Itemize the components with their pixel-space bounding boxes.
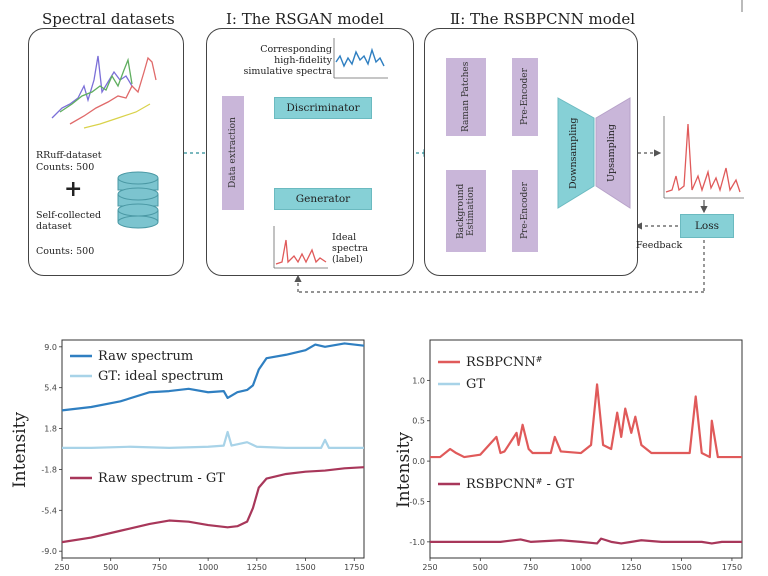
x-tick-label: 1750 (722, 563, 742, 572)
self-collected-label: Self-collected dataset (36, 210, 102, 232)
x-tick-label: 1000 (571, 563, 591, 572)
loss-box: Loss (680, 214, 734, 238)
output-spectrum-icon (663, 116, 744, 199)
x-tick-label: 250 (54, 563, 69, 572)
x-tick-label: 750 (152, 563, 167, 572)
database-icon (117, 171, 159, 229)
plot-frame (429, 339, 743, 559)
x-tick-label: 1500 (671, 563, 691, 572)
x-tick-label: 750 (523, 563, 538, 572)
x-tick-label: 500 (473, 563, 488, 572)
legend-label: GT: ideal spectrum (98, 369, 223, 384)
legend-label: RSBPCNN# - GT (466, 477, 574, 493)
x-tick-label: 1250 (621, 563, 641, 572)
series-line (430, 537, 742, 545)
high-fidelity-label: Corresponding high-fidelity simulative s… (243, 44, 332, 77)
x-tick-label: 250 (422, 563, 437, 572)
y-tick-label: 0.0 (412, 457, 425, 466)
dataset-spectra-icon (51, 55, 157, 129)
rruff-count: Counts: 500 (36, 162, 95, 173)
y-tick-label: -1.0 (409, 538, 425, 547)
spectral-datasets-panel (28, 28, 184, 276)
y-tick-label: -1.8 (41, 465, 57, 474)
x-tick-label: 1500 (295, 563, 315, 572)
feedback-label: Feedback (636, 240, 683, 251)
chart-right-svg: 250 500 750 1000 1250 1500 1750 1.0 0.5 0.0 -0.5 -1… (409, 339, 743, 572)
y-tick-label: 1.0 (412, 376, 425, 385)
rruff-label: RRuff-dataset (36, 150, 102, 161)
x-tick-label: 1750 (344, 563, 364, 572)
plus-sign: + (64, 176, 83, 202)
ideal-spectrum-icon (273, 226, 328, 269)
legend-label: RSBPCNN# (466, 355, 543, 371)
series-line (430, 383, 742, 459)
panel1-title: Spectral datasets (42, 10, 175, 28)
y-tick-label: 1.8 (44, 425, 57, 434)
legend-label: GT (466, 377, 485, 392)
unet-shapes (557, 97, 631, 209)
plot-frame (61, 339, 365, 559)
y-tick-label: 9.0 (44, 343, 57, 352)
series-line (61, 342, 365, 412)
panel2-title: Ⅰ: The RSGAN model (226, 10, 384, 28)
x-tick-label: 1000 (198, 563, 218, 572)
generator-box: Generator (274, 188, 372, 210)
ideal-spectra-label: Ideal spectra (label) (332, 232, 368, 265)
x-tick-label: 500 (103, 563, 118, 572)
legend-label: Raw spectrum (98, 349, 193, 364)
workflow-diagram: Spectral datasets RRuff-dataset Counts: … (28, 0, 744, 293)
x-tick-label: 1250 (247, 563, 267, 572)
series-line (61, 466, 365, 544)
high-fidelity-spectrum-icon (333, 38, 388, 79)
y-tick-label: 5.4 (44, 384, 57, 393)
chart-right: Intensity 250 500 750 1000 1250 1500 1750 1.0 0.… (384, 328, 768, 576)
series-line (62, 430, 364, 449)
self-collected-count: Counts: 500 (36, 246, 95, 257)
y-tick-label: 0.5 (412, 417, 425, 426)
chart-left-svg: 250 500 750 1000 1250 1500 1750 9.0 5.4 1.8 -1.8 -5… (41, 339, 365, 572)
y-tick-label: -9.0 (41, 547, 57, 556)
discriminator-box: Discriminator (274, 97, 372, 119)
y-tick-label: -5.4 (41, 506, 57, 515)
legend-label: Raw spectrum - GT (98, 471, 225, 486)
chart-left: Intensity 250 500 750 1000 1250 1500 1750 9.0 5.… (0, 328, 384, 576)
y-tick-label: -0.5 (409, 497, 425, 506)
panel3-title: Ⅱ: The RSBPCNN model (450, 10, 636, 28)
